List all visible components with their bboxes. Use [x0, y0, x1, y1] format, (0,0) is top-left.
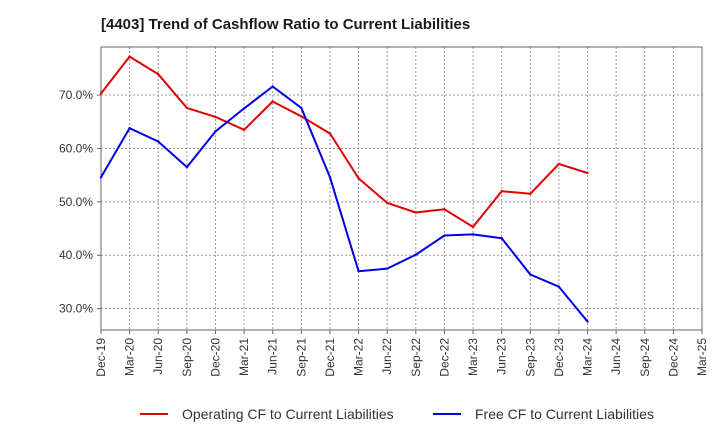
- x-tick-label: Dec-19: [94, 338, 108, 377]
- series-line-2: [100, 85, 589, 323]
- x-tick-label: Mar-21: [237, 338, 251, 376]
- x-tick-label: Jun-20: [151, 338, 165, 375]
- data-point: [586, 171, 589, 175]
- data-point: [500, 189, 503, 193]
- data-point: [99, 92, 103, 95]
- y-tick-label: 40.0%: [59, 248, 93, 262]
- data-point: [586, 320, 589, 323]
- data-point: [328, 176, 332, 179]
- data-point: [128, 126, 131, 130]
- x-tick-label: Sep-20: [180, 338, 194, 377]
- data-point: [242, 128, 246, 131]
- data-point: [214, 130, 217, 133]
- data-point: [185, 106, 189, 110]
- data-point: [529, 273, 532, 276]
- y-tick-label: 70.0%: [59, 88, 93, 102]
- data-point: [300, 115, 303, 118]
- y-tick-label: 50.0%: [59, 195, 93, 209]
- x-tick-label: Mar-24: [581, 338, 595, 376]
- x-tick-label: Mar-20: [123, 338, 137, 376]
- data-point: [529, 192, 532, 196]
- data-point: [443, 208, 446, 211]
- data-point: [357, 270, 360, 273]
- x-tick-label: Dec-21: [323, 338, 337, 377]
- data-point: [500, 236, 503, 240]
- x-tick-label: Jun-23: [495, 338, 509, 375]
- data-point: [271, 85, 274, 88]
- chart-title: [4403] Trend of Cashflow Ratio to Curren…: [101, 16, 471, 33]
- y-tick-label: 30.0%: [59, 302, 93, 316]
- plot-area-frame: [100, 46, 703, 331]
- legend-label-2: Free CF to Current Liabilities: [475, 406, 654, 422]
- x-tick-label: Sep-22: [409, 338, 423, 377]
- x-tick-label: Dec-24: [666, 338, 680, 377]
- series-line-1: [100, 55, 588, 228]
- data-point: [557, 285, 561, 288]
- data-point: [214, 115, 217, 119]
- data-point: [328, 132, 332, 135]
- data-point: [385, 201, 389, 205]
- x-tick-label: Sep-24: [638, 338, 652, 377]
- x-tick-label: Sep-23: [523, 338, 537, 377]
- x-tick-label: Sep-21: [294, 338, 308, 377]
- data-point: [414, 211, 418, 214]
- x-tick-label: Mar-23: [466, 338, 480, 376]
- x-tick-label: Mar-25: [695, 338, 709, 376]
- data-point: [300, 106, 303, 110]
- x-tick-label: Dec-23: [552, 338, 566, 377]
- x-tick-label: Jun-21: [266, 338, 280, 375]
- data-point: [271, 100, 274, 103]
- data-point: [242, 107, 246, 110]
- data-point: [128, 55, 131, 58]
- data-point: [99, 176, 103, 179]
- data-point: [443, 234, 446, 237]
- x-tick-label: Mar-22: [352, 338, 366, 376]
- data-point: [557, 162, 561, 166]
- x-tick-label: Dec-22: [437, 338, 451, 377]
- legend-label-1: Operating CF to Current Liabilities: [182, 406, 394, 422]
- data-point: [185, 165, 189, 169]
- data-point: [157, 140, 160, 143]
- data-point: [357, 177, 360, 180]
- y-tick-label: 60.0%: [59, 141, 93, 155]
- x-tick-label: Jun-22: [380, 338, 394, 375]
- x-tick-label: Jun-24: [609, 338, 623, 375]
- data-point: [471, 233, 475, 236]
- x-tick-label: Dec-20: [208, 338, 222, 377]
- data-point: [385, 267, 389, 270]
- data-point: [157, 73, 160, 76]
- data-point: [471, 225, 475, 229]
- data-point: [414, 253, 418, 256]
